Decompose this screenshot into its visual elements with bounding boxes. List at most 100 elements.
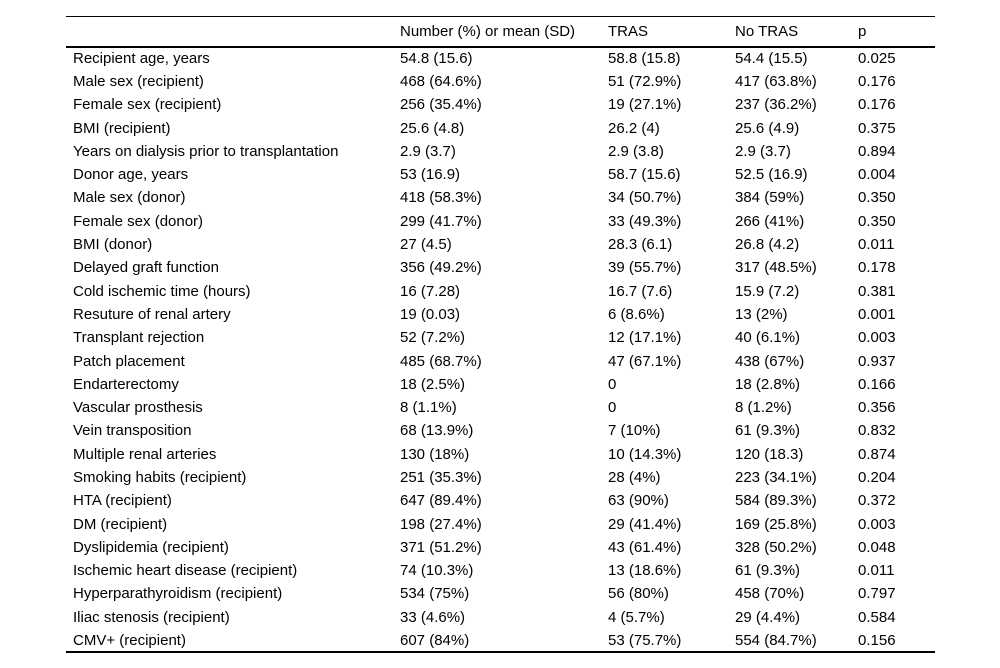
cell-tras: 13 (18.6%) (608, 562, 682, 580)
cell-p: 0.156 (858, 631, 896, 649)
cell-no-tras: 120 (18.3) (735, 445, 804, 463)
row-label: Delayed graft function (73, 259, 219, 277)
table-row: Multiple renal arteries 130 (18%) 10 (14.3… (66, 443, 935, 466)
cell-p: 0.004 (858, 166, 896, 184)
cell-p: 0.178 (858, 259, 896, 277)
cell-overall: 27 (4.5) (400, 236, 452, 254)
row-label: Transplant rejection (73, 329, 205, 347)
cell-overall: 647 (89.4%) (400, 492, 482, 510)
cell-p: 0.350 (858, 212, 896, 230)
row-label: Hyperparathyroidism (recipient) (73, 585, 283, 603)
cell-p: 0.204 (858, 468, 896, 486)
table-row: CMV+ (recipient) 607 (84%) 53 (75.7%) 554 (… (66, 629, 935, 652)
cell-tras: 43 (61.4%) (608, 538, 682, 556)
cell-overall: 74 (10.3%) (400, 562, 474, 580)
cell-no-tras: 61 (9.3%) (735, 562, 801, 580)
cell-tras: 39 (55.7%) (608, 259, 682, 277)
table-row: Male sex (recipient) 468 (64.6%) 51 (72.9%… (66, 70, 935, 93)
row-label: Iliac stenosis (recipient) (73, 608, 230, 626)
cell-tras: 6 (8.6%) (608, 305, 665, 323)
cell-p: 0.372 (858, 492, 896, 510)
row-label: CMV+ (recipient) (73, 631, 186, 649)
row-label: DM (recipient) (73, 515, 168, 533)
cell-p: 0.356 (858, 399, 896, 417)
row-label: Female sex (donor) (73, 212, 204, 230)
cell-tras: 2.9 (3.8) (608, 142, 664, 160)
cell-p: 0.048 (858, 538, 896, 556)
cell-p: 0.375 (858, 119, 896, 137)
cell-tras: 19 (27.1%) (608, 96, 682, 114)
table-row: Female sex (recipient) 256 (35.4%) 19 (27.… (66, 93, 935, 116)
row-label: HTA (recipient) (73, 492, 172, 510)
cell-no-tras: 317 (48.5%) (735, 259, 817, 277)
cell-no-tras: 266 (41%) (735, 212, 805, 230)
cell-no-tras: 8 (1.2%) (735, 399, 792, 417)
cell-tras: 34 (50.7%) (608, 189, 682, 207)
cell-tras: 53 (75.7%) (608, 631, 682, 649)
column-header-overall: Number (%) or mean (SD) (400, 22, 576, 40)
cell-overall: 16 (7.28) (400, 282, 461, 300)
table-row: Smoking habits (recipient) 251 (35.3%) 28 … (66, 466, 935, 489)
table-body: Recipient age, years 54.8 (15.6) 58.8 (15.… (66, 47, 935, 653)
cell-p: 0.381 (858, 282, 896, 300)
cell-p: 0.003 (858, 515, 896, 533)
cell-no-tras: 29 (4.4%) (735, 608, 801, 626)
column-header-tras: TRAS (608, 22, 649, 40)
cell-tras: 56 (80%) (608, 585, 669, 603)
table-row: Ischemic heart disease (recipient) 74 (10… (66, 559, 935, 582)
table-row: Vascular prosthesis 8 (1.1%) 0 8 (1.2%) 0.35… (66, 396, 935, 419)
table-row: Hyperparathyroidism (recipient) 534 (75%)… (66, 582, 935, 605)
row-label: Dyslipidemia (recipient) (73, 538, 229, 556)
cell-overall: 356 (49.2%) (400, 259, 482, 277)
cell-tras: 0 (608, 375, 617, 393)
row-label: Recipient age, years (73, 50, 210, 68)
cell-overall: 534 (75%) (400, 585, 470, 603)
cell-overall: 25.6 (4.8) (400, 119, 465, 137)
cell-tras: 16.7 (7.6) (608, 282, 673, 300)
cell-p: 0.176 (858, 96, 896, 114)
cell-tras: 4 (5.7%) (608, 608, 665, 626)
cell-overall: 299 (41.7%) (400, 212, 482, 230)
row-label: Multiple renal arteries (73, 445, 217, 463)
cell-tras: 33 (49.3%) (608, 212, 682, 230)
table-row: Transplant rejection 52 (7.2%) 12 (17.1%) 4… (66, 326, 935, 349)
cell-tras: 28 (4%) (608, 468, 661, 486)
cell-overall: 68 (13.9%) (400, 422, 474, 440)
cell-no-tras: 417 (63.8%) (735, 72, 817, 90)
cell-p: 0.176 (858, 72, 896, 90)
row-label: Resuture of renal artery (73, 305, 231, 323)
cell-overall: 198 (27.4%) (400, 515, 482, 533)
cell-tras: 51 (72.9%) (608, 72, 682, 90)
cell-overall: 251 (35.3%) (400, 468, 482, 486)
table-row: BMI (donor) 27 (4.5) 28.3 (6.1) 26.8 (4.2) 0… (66, 233, 935, 256)
cell-p: 0.874 (858, 445, 896, 463)
cell-tras: 63 (90%) (608, 492, 669, 510)
row-label: Female sex (recipient) (73, 96, 222, 114)
cell-p: 0.350 (858, 189, 896, 207)
cell-p: 0.937 (858, 352, 896, 370)
row-label: Male sex (donor) (73, 189, 186, 207)
cell-no-tras: 54.4 (15.5) (735, 50, 808, 68)
cell-no-tras: 40 (6.1%) (735, 329, 801, 347)
cell-overall: 418 (58.3%) (400, 189, 482, 207)
cell-no-tras: 2.9 (3.7) (735, 142, 791, 160)
cell-overall: 485 (68.7%) (400, 352, 482, 370)
cell-overall: 18 (2.5%) (400, 375, 466, 393)
cell-no-tras: 328 (50.2%) (735, 538, 817, 556)
cell-no-tras: 15.9 (7.2) (735, 282, 800, 300)
column-header-variable (66, 17, 400, 47)
column-header-no-tras: No TRAS (735, 22, 799, 40)
cell-tras: 7 (10%) (608, 422, 661, 440)
cell-no-tras: 169 (25.8%) (735, 515, 817, 533)
table-row: Resuture of renal artery 19 (0.03) 6 (8.6%… (66, 303, 935, 326)
cell-no-tras: 384 (59%) (735, 189, 805, 207)
cell-no-tras: 223 (34.1%) (735, 468, 817, 486)
cell-p: 0.003 (858, 329, 896, 347)
table-row: Delayed graft function 356 (49.2%) 39 (55.… (66, 256, 935, 279)
cell-overall: 256 (35.4%) (400, 96, 482, 114)
table-row: Iliac stenosis (recipient) 33 (4.6%) 4 (5.… (66, 606, 935, 629)
cell-overall: 371 (51.2%) (400, 538, 482, 556)
table-row: Donor age, years 53 (16.9) 58.7 (15.6) 52.5… (66, 163, 935, 186)
cell-tras: 58.8 (15.8) (608, 50, 681, 68)
